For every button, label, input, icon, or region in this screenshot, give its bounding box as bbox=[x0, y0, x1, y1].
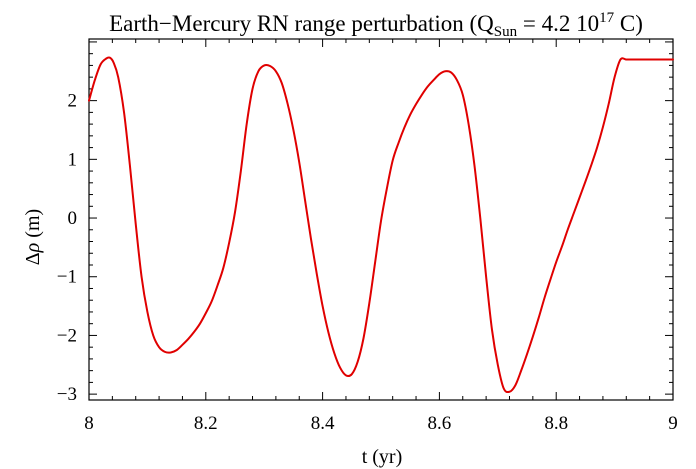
y-tick-label: 0 bbox=[68, 208, 78, 229]
chart-title-suffix: C) bbox=[614, 11, 643, 36]
series-layer bbox=[88, 56, 674, 394]
y-axis-label-symbol: ρ bbox=[22, 243, 44, 254]
chart-title: Earth−Mercury RN range perturbation (QSu… bbox=[109, 10, 643, 40]
y-axis-label: Δρ (m) bbox=[22, 209, 44, 265]
chart-title-subscript: Sun bbox=[494, 24, 518, 40]
series-line bbox=[88, 56, 674, 394]
y-tick-label: −3 bbox=[57, 384, 77, 405]
x-axis-ticks: 8 8.2 8.4 8.6 8.8 9 bbox=[84, 39, 678, 434]
x-tick-label: 8.8 bbox=[544, 413, 568, 434]
y-tick-label: −1 bbox=[57, 267, 77, 288]
x-axis-label: t (yr) bbox=[362, 446, 403, 468]
y-axis-label-suffix: (m) bbox=[22, 209, 44, 243]
y-axis-label-prefix: Δ bbox=[22, 252, 44, 265]
x-tick-label: 8.6 bbox=[428, 413, 452, 434]
chart-title-superscript: 17 bbox=[599, 10, 615, 26]
chart-title-prefix: Earth−Mercury RN range perturbation (Q bbox=[109, 11, 494, 36]
x-tick-label: 8 bbox=[84, 413, 94, 434]
y-tick-label: 1 bbox=[68, 149, 78, 170]
y-tick-label: 2 bbox=[68, 91, 78, 112]
y-tick-label: −2 bbox=[57, 325, 77, 346]
plot-frame bbox=[88, 38, 674, 401]
y-axis-ticks: −3 −2 −1 0 1 2 bbox=[57, 41, 673, 405]
x-tick-label: 9 bbox=[668, 413, 678, 434]
x-tick-label: 8.2 bbox=[194, 413, 218, 434]
x-tick-label: 8.4 bbox=[311, 413, 335, 434]
chart-title-middle: = 4.2 10 bbox=[517, 11, 599, 36]
plot-area-border bbox=[88, 38, 674, 401]
